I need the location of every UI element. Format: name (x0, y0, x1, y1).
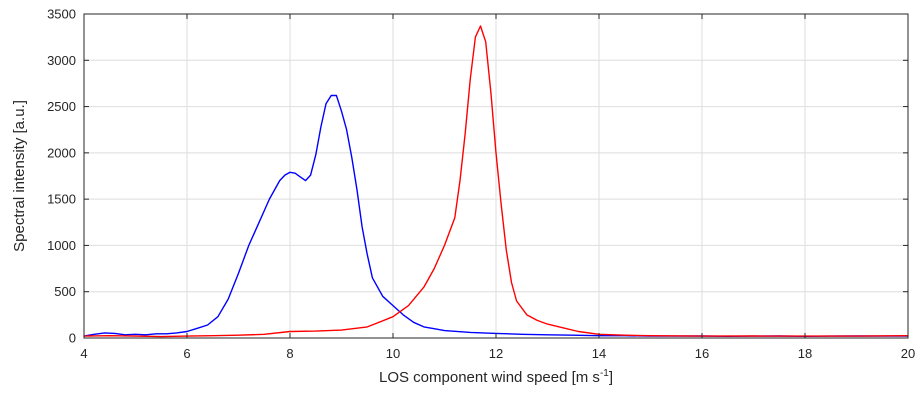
x-tick-label: 8 (286, 346, 293, 361)
x-tick-label: 16 (695, 346, 709, 361)
y-tick-label: 3500 (47, 7, 76, 22)
x-axis-label-end: ] (609, 369, 613, 386)
x-tick-label: 10 (386, 346, 400, 361)
x-tick-label: 6 (183, 346, 190, 361)
grid (83, 13, 909, 339)
x-tick-label: 4 (80, 346, 87, 361)
y-axis-label: Spectral intensity [a.u.] (11, 100, 28, 252)
y-tick-label: 1000 (47, 238, 76, 253)
x-tick-labels: 4 6 8 10 12 14 16 18 20 (80, 346, 915, 361)
x-tick-label: 20 (901, 346, 915, 361)
x-axis-label-superscript: -1 (600, 368, 609, 379)
x-tick-label: 14 (592, 346, 606, 361)
x-axis-label-main: LOS component wind speed [m s (379, 369, 600, 386)
y-tick-label: 1500 (47, 192, 76, 207)
y-tick-label: 500 (54, 284, 76, 299)
x-tick-label: 18 (798, 346, 812, 361)
ticks (83, 13, 909, 339)
y-tick-label: 3000 (47, 53, 76, 68)
x-axis-label: LOS component wind speed [m s-1] (379, 368, 613, 386)
y-tick-label: 0 (69, 331, 76, 346)
y-tick-label: 2500 (47, 99, 76, 114)
x-tick-label: 12 (489, 346, 503, 361)
y-tick-labels: 0 500 1000 1500 2000 2500 3000 3500 (47, 7, 76, 346)
y-tick-label: 2000 (47, 145, 76, 160)
